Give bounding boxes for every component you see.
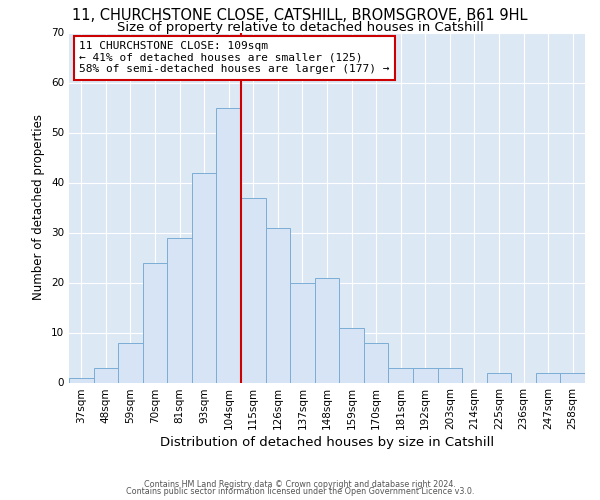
Text: 11, CHURCHSTONE CLOSE, CATSHILL, BROMSGROVE, B61 9HL: 11, CHURCHSTONE CLOSE, CATSHILL, BROMSGR… [72, 8, 528, 22]
Bar [290, 282, 315, 382]
X-axis label: Distribution of detached houses by size in Catshill: Distribution of detached houses by size … [160, 436, 494, 450]
Bar [241, 198, 266, 382]
Bar [364, 342, 388, 382]
Bar [437, 368, 462, 382]
Bar [167, 238, 192, 382]
Text: Contains public sector information licensed under the Open Government Licence v3: Contains public sector information licen… [126, 487, 474, 496]
Bar [487, 372, 511, 382]
Bar [315, 278, 339, 382]
Bar [192, 172, 217, 382]
Bar [560, 372, 585, 382]
Bar [388, 368, 413, 382]
Bar [339, 328, 364, 382]
Text: 11 CHURCHSTONE CLOSE: 109sqm
← 41% of detached houses are smaller (125)
58% of s: 11 CHURCHSTONE CLOSE: 109sqm ← 41% of de… [79, 42, 390, 74]
Bar [118, 342, 143, 382]
Bar [69, 378, 94, 382]
Text: Size of property relative to detached houses in Catshill: Size of property relative to detached ho… [116, 21, 484, 34]
Bar [217, 108, 241, 382]
Bar [94, 368, 118, 382]
Bar [266, 228, 290, 382]
Bar [536, 372, 560, 382]
Y-axis label: Number of detached properties: Number of detached properties [32, 114, 46, 300]
Bar [143, 262, 167, 382]
Text: Contains HM Land Registry data © Crown copyright and database right 2024.: Contains HM Land Registry data © Crown c… [144, 480, 456, 489]
Bar [413, 368, 437, 382]
